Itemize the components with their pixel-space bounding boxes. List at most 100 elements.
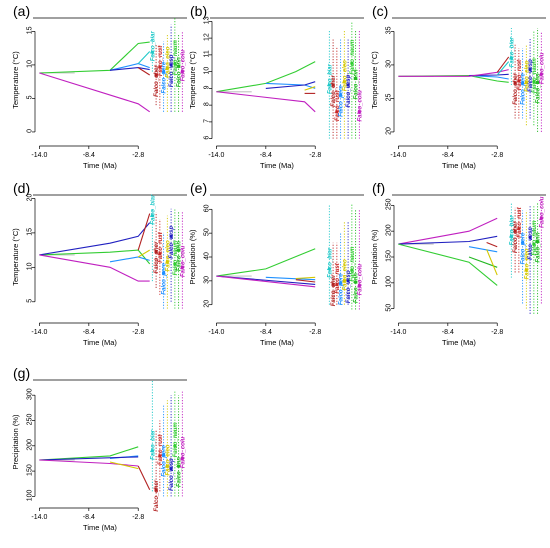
branch-line xyxy=(304,86,316,91)
tip-label: Falco_naum xyxy=(532,58,538,94)
tip-label: Falco_colu xyxy=(180,50,186,82)
tip-Falco_eleo: Falco_eleo xyxy=(524,44,530,126)
branch-line xyxy=(109,461,139,470)
panel-label: (c) xyxy=(372,3,388,19)
x-tick-label: -8.4 xyxy=(442,329,454,336)
x-axis-title: Time (Ma) xyxy=(442,161,476,170)
tip-label: Falco_tinn xyxy=(177,241,183,271)
y-tick-label: 8 xyxy=(204,102,211,106)
y-axis: 20 30 40 50 60 Precipitation (%) xyxy=(188,204,213,308)
tip-Falco_tinn: Falco_tinn xyxy=(536,28,542,132)
tip-point xyxy=(150,214,154,218)
tip-point xyxy=(354,280,358,284)
tip-point xyxy=(173,61,177,66)
y-tick-label: 7 xyxy=(204,119,211,123)
y-tick-label: 11 xyxy=(204,50,211,57)
tip-Falco_pere: Falco_pere xyxy=(162,232,168,309)
y-axis-title: Temperature (°C) xyxy=(370,51,379,109)
tip-point xyxy=(524,268,528,272)
tip-label: Falco_tinn xyxy=(536,232,542,262)
tip-Falco_colu: Falco_colu xyxy=(180,390,186,497)
y-tick-label: 15 xyxy=(27,26,34,34)
tip-Falco_biar: Falco_biar xyxy=(509,202,515,278)
branch-line xyxy=(265,81,316,89)
tip-Falco_colu: Falco_colu xyxy=(539,31,545,132)
y-tick-label: 6 xyxy=(204,136,211,140)
tip-point xyxy=(342,80,346,84)
tip-label: Falco_colu xyxy=(357,90,363,122)
y-axis-title: Precipitation (%) xyxy=(370,229,379,285)
y-axis: 50 100 150 200 250 Precipitation (%) xyxy=(370,198,395,312)
tip-label: Falco_biar xyxy=(327,247,333,278)
tip-point xyxy=(513,229,517,233)
tip-label: Falco_naum xyxy=(532,220,538,256)
tip-label: Falco_vesp xyxy=(169,54,175,87)
tip-Falco_eleo: Falco_eleo xyxy=(165,34,171,112)
tip-point xyxy=(342,279,346,283)
tips: Falco_biarFalco_cherFalco_rustFalco_pere… xyxy=(327,204,363,310)
tip-point xyxy=(539,72,543,76)
tip-point xyxy=(180,70,184,74)
y-tick-label: 100 xyxy=(27,489,34,501)
x-axis: -14.0 -8.4 -2.8 Time (Ma) xyxy=(390,322,503,347)
tip-point xyxy=(162,70,166,74)
x-tick-label: -14.0 xyxy=(208,329,224,336)
tip-point xyxy=(346,279,350,283)
tip-Falco_vesp: Falco_vesp xyxy=(528,38,534,119)
panel-label: (b) xyxy=(190,3,207,19)
panel-1: (b) 6 7 8 9 10 11 12 13 Temperature (°C) -14.0 -8.4… xyxy=(188,3,364,170)
y-tick-label: 25 xyxy=(386,93,393,101)
y-axis-title: Temperature (°C) xyxy=(11,228,20,286)
tip-label: Falco_pere xyxy=(162,444,168,476)
tip-label: Falco_eleo xyxy=(342,60,348,91)
y-axis-title: Temperature (°C) xyxy=(188,51,197,109)
tip-Falco_naum: Falco_naum xyxy=(350,204,356,310)
tip-point xyxy=(528,235,532,239)
branch-line xyxy=(216,275,316,288)
tip-point xyxy=(339,281,343,285)
tip-point xyxy=(335,282,339,287)
tip-point xyxy=(517,79,521,83)
branch-line xyxy=(486,249,498,276)
tip-Falco_cher: Falco_cher xyxy=(331,38,337,139)
tip-label: Falco_vesp xyxy=(169,226,175,259)
y-tick-label: 0 xyxy=(27,129,34,133)
tip-Falco_colu: Falco_colu xyxy=(180,212,186,309)
branches xyxy=(39,446,151,491)
branch-line xyxy=(398,235,498,245)
tip-point xyxy=(521,81,525,85)
tip-point xyxy=(524,80,528,84)
branches xyxy=(39,41,151,113)
branch-line xyxy=(468,246,498,253)
tip-label: Falco_cher xyxy=(513,221,519,253)
tip-label: Falco_colu xyxy=(180,245,186,277)
tip-label: Falco_rust xyxy=(335,262,341,293)
y-tick-label: 300 xyxy=(27,388,34,400)
branch-line xyxy=(39,41,150,74)
branch-line xyxy=(486,241,498,248)
x-tick-label: -14.0 xyxy=(390,329,406,336)
tip-Falco_vesp: Falco_vesp xyxy=(528,205,534,314)
branches xyxy=(39,213,151,282)
y-tick-label: 10 xyxy=(27,60,34,68)
x-tick-label: -2.8 xyxy=(309,152,321,159)
branches xyxy=(398,217,498,286)
tip-Falco_tinn: Falco_tinn xyxy=(354,29,360,139)
branch-line xyxy=(39,249,151,265)
tip-point xyxy=(509,56,513,60)
x-tick-label: -8.4 xyxy=(83,329,95,336)
x-axis-title: Time (Ma) xyxy=(83,523,117,532)
branch-line xyxy=(496,56,510,73)
tip-label: Falco_cher xyxy=(154,479,160,511)
branch-line xyxy=(39,456,139,461)
branch-line xyxy=(39,72,151,113)
tip-Falco_eleo: Falco_eleo xyxy=(342,29,348,139)
tip-Falco_vesp: Falco_vesp xyxy=(346,221,352,305)
tip-label: Falco_pere xyxy=(162,61,168,93)
x-axis-title: Time (Ma) xyxy=(260,338,294,347)
tip-Falco_rust: Falco_rust xyxy=(517,48,523,119)
tip-point xyxy=(158,454,162,458)
tip-point xyxy=(169,63,173,67)
branch-line xyxy=(398,243,498,286)
panel-2: (c) 20 25 30 35 Temperature (°C) -14.0 -8.4 -2.8… xyxy=(370,3,546,170)
